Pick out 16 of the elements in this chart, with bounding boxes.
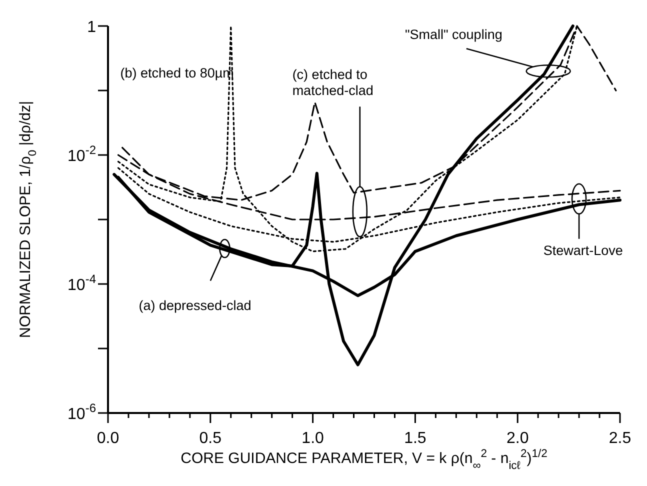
y-tick-label: 10$^{-6}$	[68, 401, 96, 423]
annotation: Stewart-Love	[543, 242, 623, 258]
annotation: (c) etched to matched-clad	[292, 66, 374, 98]
y-tick-label: 1	[87, 19, 96, 36]
x-tick-label: 1.0	[302, 430, 324, 447]
x-tick-label: 2.5	[608, 430, 632, 447]
x-tick-label: 0.0	[96, 430, 120, 447]
y-tick-label: 10$^{-4}$	[68, 272, 96, 294]
x-axis-title: CORE GUIDANCE PARAMETER, V = k ρ(n$_{∞}$$^{2}$ - n$_{icℓ}$$^{2}$)$^{1/2}$	[180, 448, 548, 472]
annotation: (b) etched to 80µm	[120, 66, 234, 81]
annotation: "Small" coupling	[404, 26, 502, 42]
annotation: (a) depressed-clad	[138, 298, 252, 313]
x-tick-label: 0.5	[199, 430, 222, 447]
x-tick-label: 2.0	[506, 430, 529, 447]
x-tick-label: 1.5	[404, 430, 426, 447]
y-tick-label: 10$^{-2}$	[68, 143, 96, 165]
